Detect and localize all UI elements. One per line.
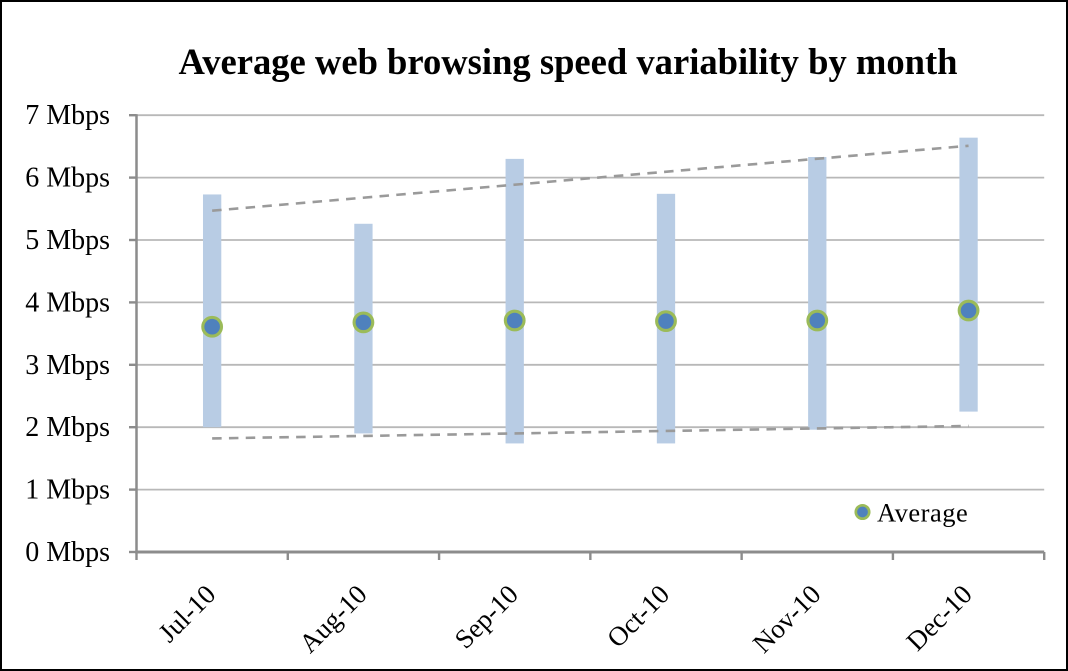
- axes: [129, 113, 1046, 560]
- average-marker: [201, 315, 224, 338]
- average-marker: [352, 311, 375, 334]
- average-marker: [957, 299, 980, 322]
- y-tick-label: 5 Mbps: [25, 225, 110, 256]
- x-tick-label: Oct-10: [601, 579, 675, 653]
- x-tick-label: Sep-10: [449, 579, 524, 654]
- y-tick-label: 1 Mbps: [25, 475, 110, 506]
- y-tick-label: 3 Mbps: [25, 350, 110, 381]
- x-tick-label: Aug-10: [293, 579, 373, 659]
- y-tick-label: 0 Mbps: [25, 537, 110, 568]
- x-axis-labels: Jul-10 Aug-10 Sep-10 Oct-10 Nov-10 Dec-10: [152, 579, 977, 659]
- y-tick-label: 7 Mbps: [25, 100, 110, 131]
- range-bar: [202, 194, 222, 428]
- legend: Average: [854, 498, 968, 528]
- range-bar: [505, 158, 524, 444]
- y-tick-label: 4 Mbps: [25, 287, 110, 318]
- average-markers: [201, 299, 980, 338]
- x-tick-label: Nov-10: [747, 579, 827, 659]
- gridlines: [136, 114, 1045, 491]
- y-tick-label: 6 Mbps: [25, 163, 110, 194]
- average-marker: [503, 309, 526, 332]
- chart-title: Average web browsing speed variability b…: [179, 41, 958, 82]
- legend-average-marker-icon: [854, 503, 871, 521]
- range-bar: [959, 137, 978, 412]
- x-tick-label: Dec-10: [900, 579, 977, 656]
- max-trend: [212, 144, 969, 212]
- legend-average-label: Average: [877, 498, 968, 528]
- range-bars: [202, 137, 978, 444]
- x-tick-label: Jul-10: [152, 579, 221, 648]
- min-trend: [212, 424, 969, 440]
- average-marker: [655, 310, 677, 333]
- y-axis-labels: 0 Mbps 1 Mbps 2 Mbps 3 Mbps 4 Mbps 5 Mbps 6 Mb…: [25, 100, 110, 568]
- trendlines: [212, 144, 969, 440]
- range-bar: [808, 157, 827, 430]
- y-tick-label: 2 Mbps: [25, 412, 110, 443]
- average-marker: [806, 309, 829, 332]
